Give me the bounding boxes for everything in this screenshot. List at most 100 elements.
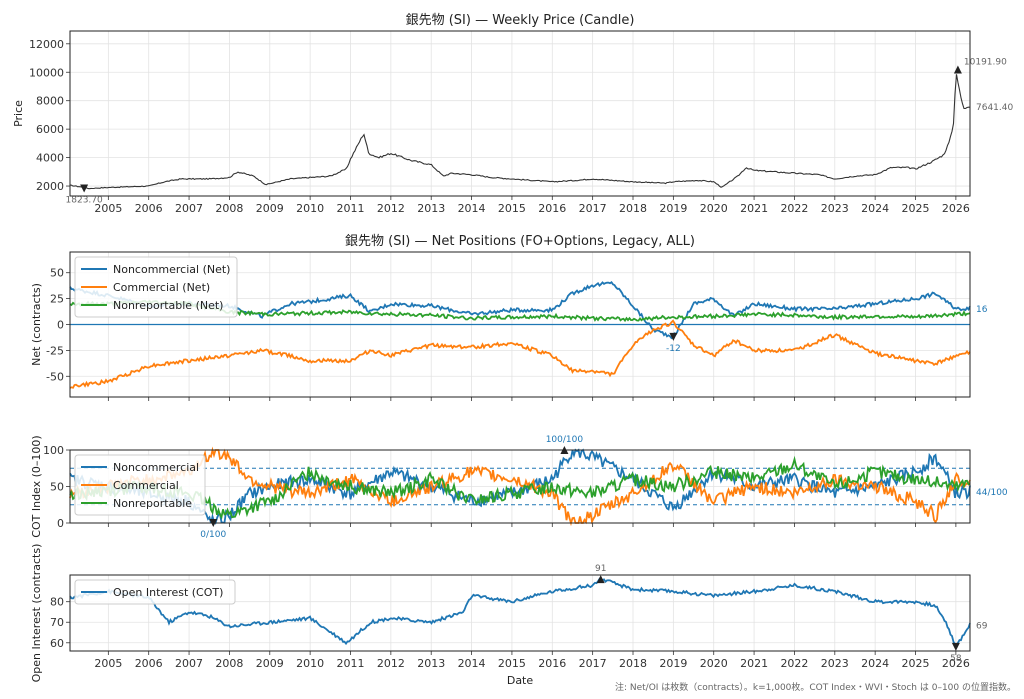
y-tick-label: 12000	[29, 38, 64, 51]
footnote: 注: Net/OI は枚数（contracts）。k=1,000枚。COT In…	[615, 681, 1016, 693]
min-marker	[209, 519, 218, 527]
x-tick-label: 2026	[942, 657, 970, 670]
x-tick-label: 2025	[902, 202, 930, 215]
y-tick-label: 6000	[36, 123, 64, 136]
x-tick-label: 2016	[538, 202, 566, 215]
series-line-open-interest-cot-	[69, 577, 971, 649]
y-tick-label: 50	[50, 481, 64, 494]
x-tick-label: 2024	[861, 657, 889, 670]
y-tick-label: 4000	[36, 152, 64, 165]
x-tick-label: 2014	[458, 202, 486, 215]
x-tick-label: 2009	[256, 202, 284, 215]
legend-label: Noncommercial (Net)	[113, 263, 230, 276]
annotation-label: 44/100	[976, 488, 1008, 498]
x-tick-label: 2019	[659, 202, 687, 215]
x-tick-label: 2009	[256, 657, 284, 670]
y-axis-label: Open Interest (contracts)	[30, 544, 43, 683]
y-tick-label: -50	[46, 370, 64, 383]
series-line-commercial	[69, 446, 971, 527]
x-tick-label: 2014	[458, 657, 486, 670]
legend-label: Nonreportable	[113, 497, 192, 510]
legend-box	[74, 454, 206, 516]
x-tick-label: 2016	[538, 657, 566, 670]
series-line-commercial-net-	[69, 319, 971, 389]
x-tick-label: 2008	[215, 657, 243, 670]
min-marker	[669, 332, 678, 341]
chart-title: 銀先物 (SI) — Weekly Price (Candle)	[406, 13, 635, 28]
x-tick-label: 2013	[417, 202, 445, 215]
x-tick-label: 2020	[700, 202, 728, 215]
open-interest-panel: 60 70 80 2005 2006 2007 2008 2009 2010 2011 2012 20…	[30, 544, 988, 687]
x-tick-label: 2007	[175, 657, 203, 670]
y-tick-label: 100	[43, 444, 64, 457]
y-tick-label: 50	[50, 267, 64, 280]
annotation-label: 7641.40	[976, 103, 1013, 113]
x-tick-label: 2007	[175, 202, 203, 215]
y-tick-label: 80	[50, 596, 64, 609]
annotation-label: 69	[976, 621, 988, 631]
x-tick-label: 2008	[215, 202, 243, 215]
x-tick-label: 2025	[902, 657, 930, 670]
series-line-nonreportable	[69, 455, 971, 520]
plot-frame	[69, 449, 971, 524]
y-tick-label: 25	[50, 293, 64, 306]
x-tick-label: 2011	[336, 202, 364, 215]
min-marker	[80, 184, 89, 193]
x-tick-label: 2011	[336, 657, 364, 670]
x-tick-label: 2023	[821, 657, 849, 670]
y-tick-label: -25	[46, 344, 64, 357]
legend-box	[74, 579, 236, 605]
annotation-label: 10191.90	[964, 58, 1007, 68]
y-tick-label: 0	[57, 319, 64, 332]
annotation-label: 100/100	[546, 435, 584, 445]
x-tick-label: 2017	[579, 202, 607, 215]
x-tick-label: 2021	[740, 202, 768, 215]
y-axis-label: Net (contracts)	[30, 283, 43, 366]
max-marker	[596, 575, 605, 584]
legend-label: Commercial	[113, 479, 179, 492]
legend-label: Noncommercial	[113, 461, 199, 474]
x-tick-label: 2022	[780, 657, 808, 670]
legend-label: Nonreportable (Net)	[113, 299, 223, 312]
min-marker	[951, 642, 960, 651]
x-tick-label: 2015	[498, 202, 526, 215]
x-tick-label: 2006	[135, 657, 163, 670]
legend-label: Commercial (Net)	[113, 281, 210, 294]
x-tick-label: 2017	[579, 657, 607, 670]
plot-frame	[69, 30, 971, 197]
x-tick-label: 2015	[498, 657, 526, 670]
annotation-label: 16	[976, 305, 988, 315]
plot-frame	[69, 574, 971, 652]
x-tick-label: 2020	[700, 657, 728, 670]
x-tick-label: 2010	[296, 657, 324, 670]
x-tick-label: 2019	[659, 657, 687, 670]
x-tick-label: 2005	[94, 202, 122, 215]
y-tick-label: 2000	[36, 180, 64, 193]
x-tick-label: 2023	[821, 202, 849, 215]
net-positions-panel: 50 25 0 -25 -50 銀先物 (SI) — Net Positions (FO+…	[30, 234, 988, 401]
legend-box	[74, 256, 238, 318]
annotation-label: 58	[950, 654, 962, 664]
price-panel: 2000 4000 6000 8000 10000 12000 2005 2006 2007 20…	[12, 13, 1013, 215]
annotation-label: 0/100	[200, 530, 226, 540]
x-tick-label: 2021	[740, 657, 768, 670]
x-tick-label: 2013	[417, 657, 445, 670]
annotation-label: 91	[595, 564, 606, 574]
y-tick-label: 10000	[29, 66, 64, 79]
x-tick-label: 2024	[861, 202, 889, 215]
x-tick-label: 2012	[377, 657, 405, 670]
legend-label: Open Interest (COT)	[113, 586, 223, 599]
chart-title: 銀先物 (SI) — Net Positions (FO+Options, Le…	[345, 234, 695, 249]
x-axis-label: Date	[507, 674, 534, 687]
x-tick-label: 2006	[135, 202, 163, 215]
plot-frame	[69, 251, 971, 398]
x-tick-label: 2012	[377, 202, 405, 215]
x-tick-label: 2022	[780, 202, 808, 215]
max-marker	[560, 446, 569, 454]
series-line-price	[69, 74, 970, 190]
y-tick-label: 70	[50, 616, 64, 629]
x-tick-label: 2005	[94, 657, 122, 670]
y-tick-label: 8000	[36, 95, 64, 108]
